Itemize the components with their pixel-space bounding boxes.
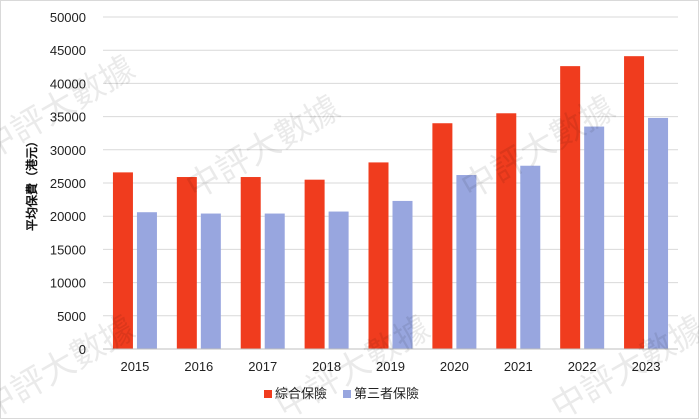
bar-2022-series-1 bbox=[560, 66, 581, 350]
x-tick-label: 2017 bbox=[248, 359, 277, 374]
legend: 綜合保險 第三者保險 bbox=[264, 387, 419, 402]
x-tick-label: 2023 bbox=[632, 359, 661, 374]
legend-swatch bbox=[264, 390, 272, 398]
bar-2016-series-1 bbox=[176, 177, 197, 349]
y-tick-label: 40000 bbox=[50, 76, 86, 91]
x-tick-label: 2018 bbox=[312, 359, 341, 374]
bar-2021-series-1 bbox=[496, 113, 517, 349]
x-tick-label: 2022 bbox=[568, 359, 597, 374]
bar-2018-series-2 bbox=[328, 211, 349, 349]
x-tick-label: 2021 bbox=[504, 359, 533, 374]
y-tick-label: 20000 bbox=[50, 209, 86, 224]
y-axis-label: 平均保費（港元） bbox=[24, 135, 39, 231]
bar-2022-series-2 bbox=[584, 126, 605, 349]
x-tick-label: 2020 bbox=[440, 359, 469, 374]
y-tick-label: 30000 bbox=[50, 143, 86, 158]
bar-2015-series-1 bbox=[112, 172, 133, 349]
legend-label: 綜合保險 bbox=[275, 387, 327, 402]
y-tick-label: 25000 bbox=[50, 176, 86, 191]
bar-2015-series-2 bbox=[136, 212, 157, 349]
bar-2021-series-2 bbox=[520, 165, 541, 349]
bar-2017-series-2 bbox=[264, 213, 285, 349]
bar-2017-series-1 bbox=[240, 177, 261, 349]
y-axis-ticks: 0 5000 10000 15000 20000 25000 30000 35000 40000… bbox=[50, 10, 86, 357]
bar-2016-series-2 bbox=[200, 213, 221, 349]
x-tick-label: 2015 bbox=[120, 359, 149, 374]
x-tick-label: 2016 bbox=[184, 359, 213, 374]
x-tick-label: 2019 bbox=[376, 359, 405, 374]
bar-2018-series-1 bbox=[304, 179, 325, 349]
y-tick-label: 10000 bbox=[50, 276, 86, 291]
bar-2019-series-1 bbox=[368, 162, 389, 349]
y-tick-label: 0 bbox=[79, 342, 86, 357]
bar-2023-series-2 bbox=[648, 117, 669, 349]
y-tick-label: 15000 bbox=[50, 242, 86, 257]
y-tick-label: 5000 bbox=[57, 309, 86, 324]
bar-2020-series-1 bbox=[432, 123, 453, 350]
y-tick-label: 50000 bbox=[50, 10, 86, 25]
gridlines bbox=[103, 16, 678, 317]
bar-2023-series-1 bbox=[624, 56, 645, 350]
legend-swatch bbox=[343, 390, 351, 398]
bar-2019-series-2 bbox=[392, 200, 413, 349]
y-tick-label: 45000 bbox=[50, 43, 86, 58]
bar-2020-series-2 bbox=[456, 175, 477, 349]
x-axis-ticks: 2015 2016 2017 2018 2019 2020 2021 2022 2023 bbox=[120, 359, 660, 374]
bars bbox=[112, 56, 669, 350]
y-tick-label: 35000 bbox=[50, 110, 86, 125]
legend-label: 第三者保險 bbox=[354, 387, 419, 402]
watermark-text: 中評大數據 bbox=[270, 308, 437, 419]
